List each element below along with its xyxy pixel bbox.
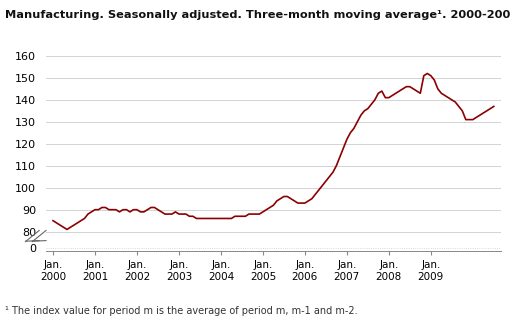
Text: Manufacturing. Seasonally adjusted. Three-month moving average¹. 2000-2009: Manufacturing. Seasonally adjusted. Thre…	[5, 10, 511, 20]
Text: ¹ The index value for period m is the average of period m, m-1 and m-2.: ¹ The index value for period m is the av…	[5, 306, 358, 316]
